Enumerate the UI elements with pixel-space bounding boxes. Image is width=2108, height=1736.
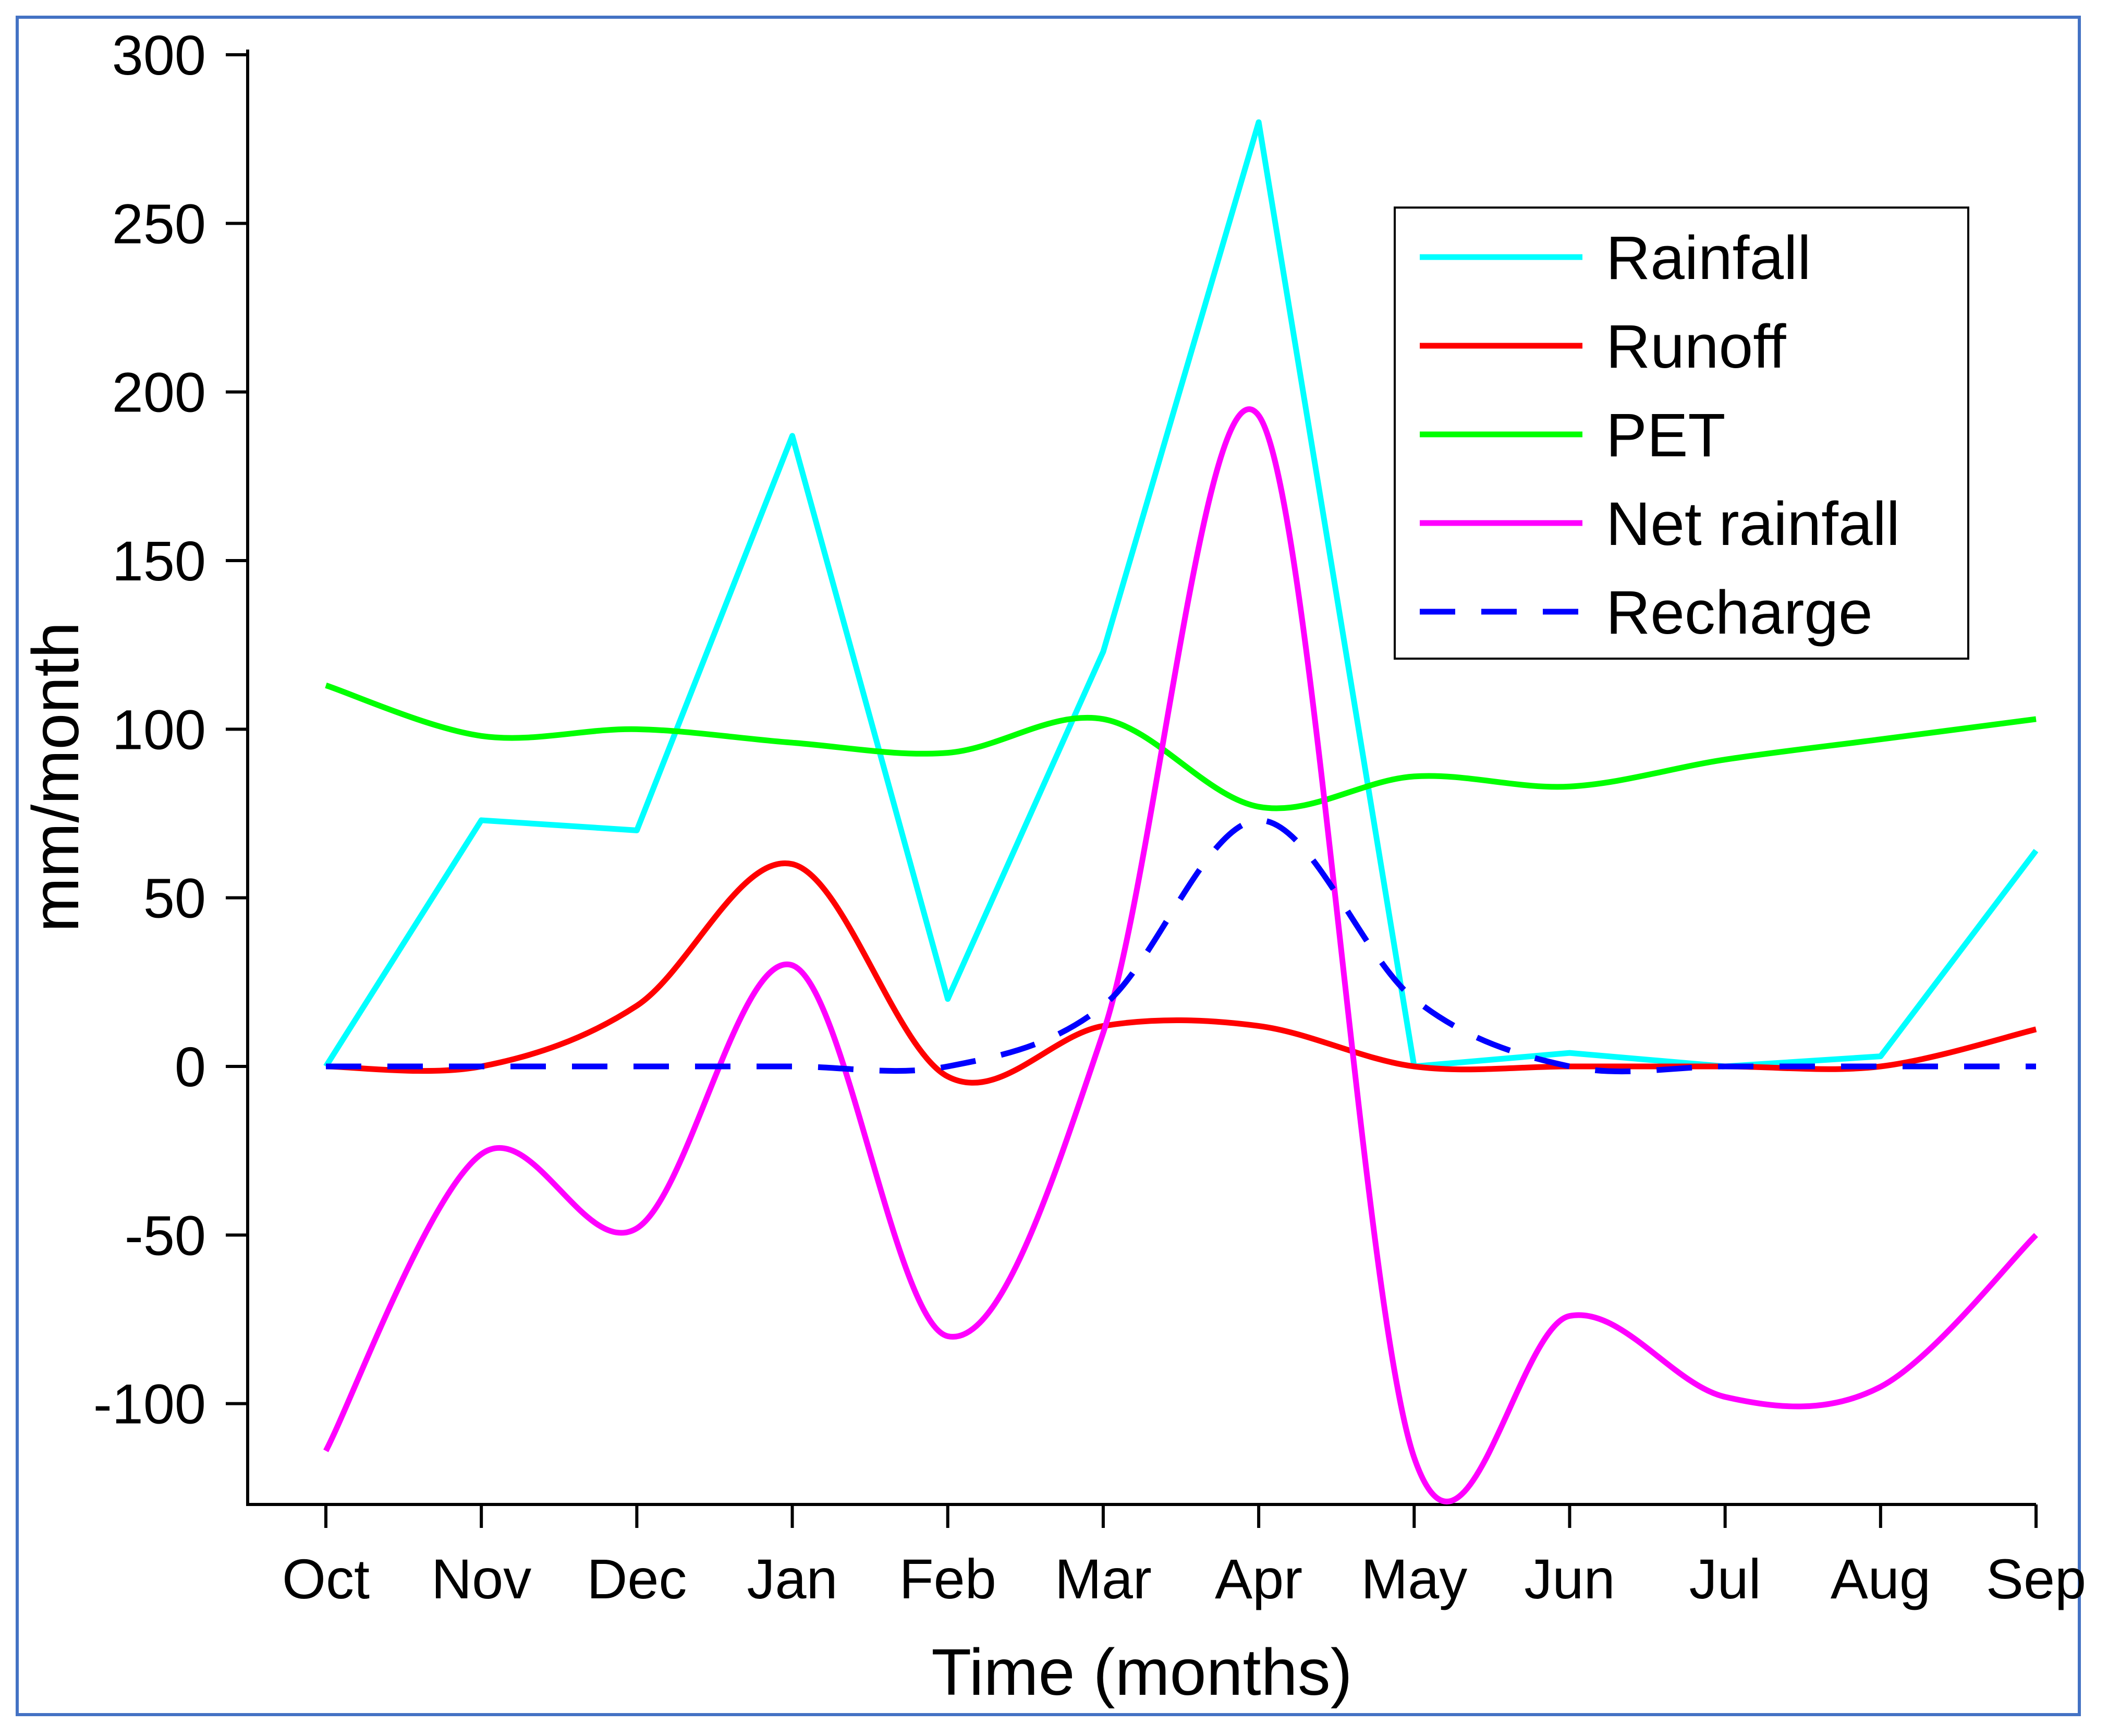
- y-tick-label: -100: [93, 1373, 206, 1436]
- series-line-net-rainfall: [323, 406, 2038, 1504]
- x-tick-label: Feb: [899, 1547, 996, 1610]
- x-tick-label: Jul: [1689, 1547, 1761, 1610]
- y-tick-label: 50: [143, 867, 206, 930]
- x-tick-label: Mar: [1055, 1547, 1152, 1610]
- legend-label: Recharge: [1606, 578, 1873, 647]
- legend-label: Rainfall: [1606, 224, 1811, 293]
- legend: Rainfall Runoff PET Net rainfall Recharge: [1394, 207, 1969, 660]
- x-tick-label: Jun: [1524, 1547, 1615, 1610]
- x-tick-label: Sep: [1986, 1547, 2086, 1610]
- y-tick-label: 0: [175, 1035, 206, 1098]
- legend-label: Net rainfall: [1606, 490, 1900, 559]
- x-axis-title: Time (months): [931, 1635, 1352, 1709]
- x-tick-label: Dec: [587, 1547, 687, 1610]
- legend-label: Runoff: [1606, 312, 1786, 381]
- y-tick-label: 150: [112, 529, 206, 592]
- series-line-pet: [325, 683, 2037, 811]
- x-tick-label: Jan: [747, 1547, 837, 1610]
- x-tick-label: Aug: [1831, 1547, 1931, 1610]
- x-tick-label: Nov: [431, 1547, 531, 1610]
- y-tick-label: 300: [112, 23, 206, 87]
- y-tick-label: 250: [112, 192, 206, 255]
- y-tick-label: 100: [112, 698, 206, 761]
- x-tick-label: Apr: [1215, 1547, 1302, 1610]
- series-group: [323, 119, 2038, 1504]
- x-tick-label: May: [1361, 1547, 1467, 1610]
- x-tick-label: Oct: [282, 1547, 370, 1610]
- axis-labels: Time (months) mm/month: [19, 622, 1352, 1709]
- series-line-recharge: [325, 817, 2036, 1075]
- legend-label: PET: [1606, 401, 1726, 470]
- y-tick-label: -50: [125, 1204, 206, 1267]
- y-axis-title: mm/month: [19, 622, 92, 932]
- y-tick-label: 200: [112, 361, 206, 424]
- figure-frame: [16, 16, 2081, 1716]
- axes: -100 -50 0 50 100 150 200 250 300 Oct Nov Dec Jan Feb…: [93, 23, 2086, 1610]
